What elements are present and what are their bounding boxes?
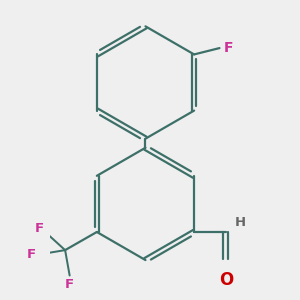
Text: F: F [35,222,44,235]
Text: O: O [219,271,233,289]
Text: F: F [224,41,233,55]
Text: F: F [27,248,36,261]
Text: F: F [65,278,74,291]
Text: H: H [235,216,246,230]
